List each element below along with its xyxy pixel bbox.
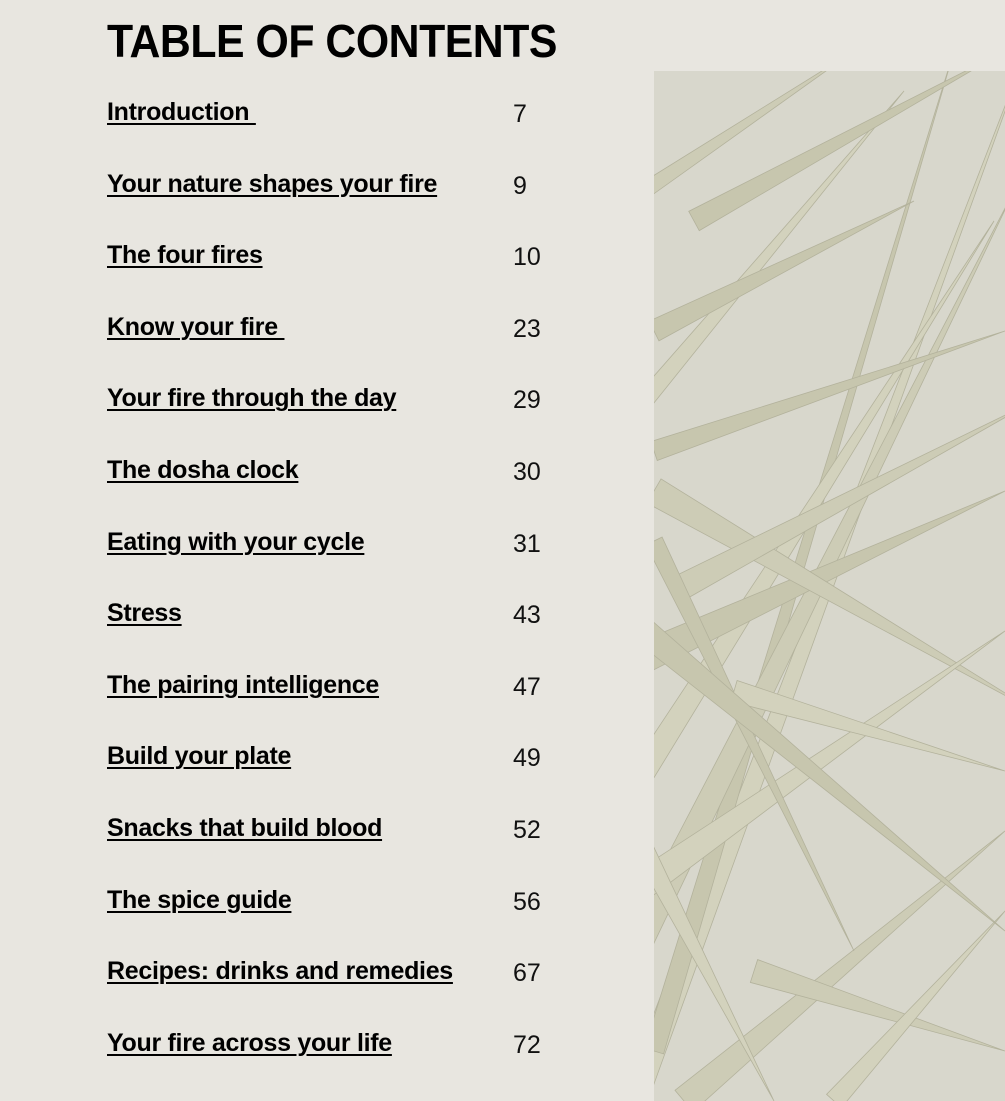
palm-leaf <box>654 220 995 778</box>
toc-entry[interactable]: Snacks that build blood 52 <box>107 814 567 854</box>
palm-leaf <box>674 830 1005 1101</box>
palm-leaf <box>654 478 1005 696</box>
toc-entry[interactable]: Stress 43 <box>107 599 567 639</box>
toc-page-number: 49 <box>513 744 541 773</box>
toc-entry[interactable]: Introduction 7 <box>107 98 567 138</box>
toc-entry[interactable]: Know your fire 23 <box>107 313 567 353</box>
toc-page-number: 9 <box>513 171 527 200</box>
toc-entry-link[interactable]: Snacks that build blood <box>107 814 383 842</box>
palm-leaf <box>654 90 905 404</box>
toc-entry-link[interactable]: The dosha clock <box>107 456 299 484</box>
toc-entry[interactable]: The dosha clock 30 <box>107 456 567 496</box>
palm-leaf <box>654 71 949 1055</box>
toc-entry[interactable]: Eating with your cycle 31 <box>107 528 567 568</box>
toc-entry[interactable]: Build your plate 49 <box>107 742 567 782</box>
toc-entry-link[interactable]: Your fire across your life <box>107 1028 392 1057</box>
toc-entry[interactable]: The spice guide 56 <box>107 886 567 926</box>
toc-page-number: 30 <box>513 458 541 486</box>
toc-entry-link[interactable]: Your fire through the day <box>107 384 397 413</box>
toc-page-number: 47 <box>513 672 541 701</box>
palm-leaf <box>688 71 972 232</box>
toc-entry-link[interactable]: Know your fire <box>107 312 285 341</box>
toc-entry-link[interactable]: The four fires <box>107 241 263 270</box>
toc-entry-link[interactable]: The spice guide <box>107 885 292 914</box>
toc-page-number: 43 <box>513 601 541 630</box>
toc-page-number: 56 <box>513 887 541 916</box>
palm-leaves-illustration <box>654 71 1005 1101</box>
toc-page-number: 29 <box>513 386 541 415</box>
toc-entry-link[interactable]: Introduction <box>107 98 256 126</box>
palm-leaf <box>749 959 1005 1052</box>
palm-leaf <box>825 910 1005 1101</box>
toc-page-number: 31 <box>513 529 541 558</box>
toc-page-number: 72 <box>513 1030 541 1059</box>
palm-leaf <box>654 630 1005 896</box>
toc-entry[interactable]: Recipes: drinks and remedies 67 <box>107 957 567 997</box>
page-title: TABLE OF CONTENTS <box>107 15 557 67</box>
palm-leaf <box>654 621 1005 932</box>
toc-entry[interactable]: The four fires 10 <box>107 241 567 281</box>
palm-leaf <box>730 679 1005 772</box>
toc-entry-link[interactable]: Recipes: drinks and remedies <box>107 957 453 986</box>
toc-page-number: 23 <box>513 314 541 343</box>
palm-leaves-image <box>654 71 1005 1101</box>
toc-page-number: 67 <box>513 959 541 988</box>
toc-entry[interactable]: Your fire through the day 29 <box>107 384 567 424</box>
toc-entry[interactable]: Your nature shapes your fire 9 <box>107 170 567 210</box>
toc-entry-link[interactable]: Stress <box>107 599 182 628</box>
toc-page-number: 7 <box>513 100 527 128</box>
toc-entry-link[interactable]: Eating with your cycle <box>107 527 365 556</box>
toc-entry-link[interactable]: The pairing intelligence <box>107 670 380 699</box>
palm-leaf <box>654 200 915 342</box>
toc-page-number: 52 <box>513 816 541 844</box>
toc-entry-link[interactable]: Build your plate <box>107 742 292 771</box>
palm-leaf <box>654 71 827 195</box>
toc-page-number: 10 <box>513 243 541 272</box>
palm-leaf <box>654 846 775 1101</box>
toc-entry[interactable]: The pairing intelligence 47 <box>107 671 567 711</box>
toc-entry-link[interactable]: Your nature shapes your fire <box>107 169 438 198</box>
palm-leaf <box>654 330 1005 461</box>
palm-leaf <box>654 536 855 952</box>
toc-entry[interactable]: Your fire across your life 72 <box>107 1029 567 1069</box>
